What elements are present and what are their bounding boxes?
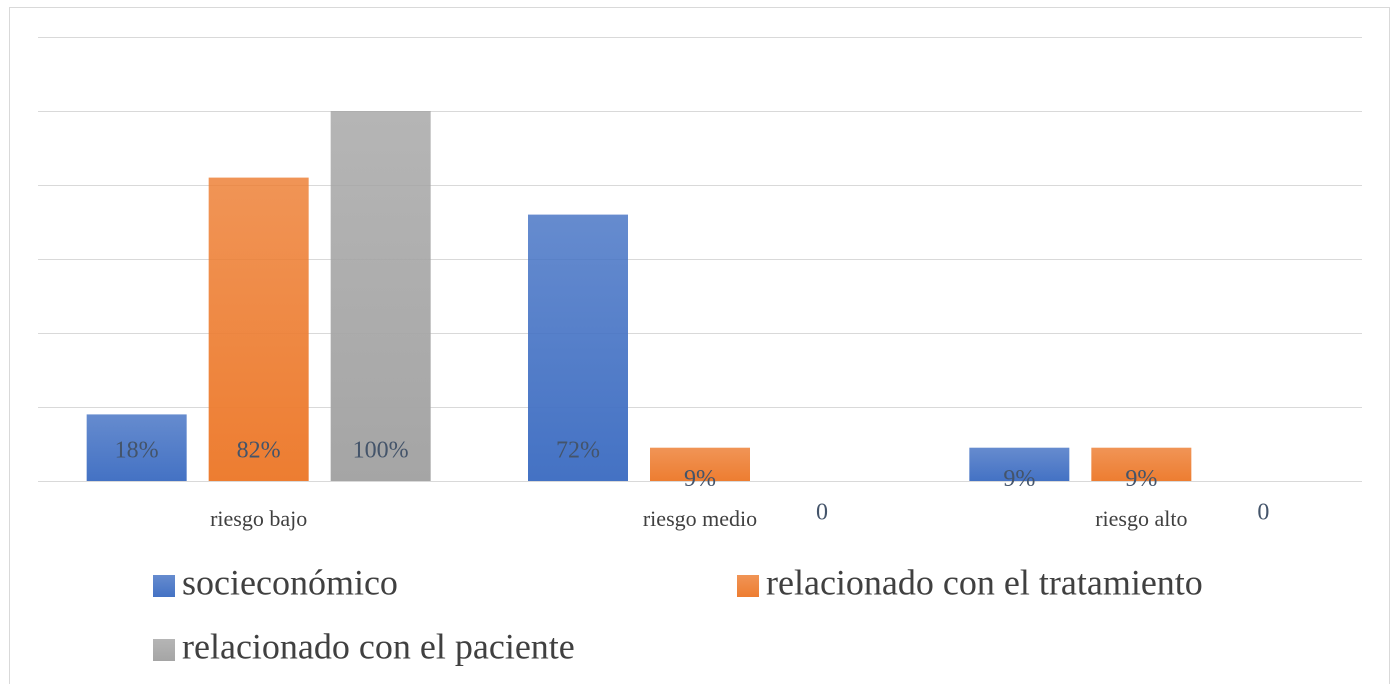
x-tick-label: riesgo alto (1095, 506, 1187, 531)
x-tick-label: riesgo bajo (210, 506, 307, 531)
legend-swatch (153, 639, 175, 661)
bar (86, 414, 187, 481)
bar (969, 447, 1070, 481)
data-label: 9% (1003, 466, 1035, 492)
data-label: 82% (237, 438, 281, 464)
bar (1091, 447, 1192, 481)
data-label: 9% (1125, 466, 1157, 492)
data-label: 100% (353, 438, 409, 464)
legend-label: relacionado con el tratamiento (766, 562, 1203, 602)
chart-frame (9, 7, 1390, 684)
data-label: 9% (684, 466, 716, 492)
data-label: 0 (1257, 500, 1269, 526)
bar (330, 111, 431, 481)
legend-swatch (153, 575, 175, 597)
bar (208, 177, 309, 481)
x-tick-label: riesgo medio (643, 506, 757, 531)
bar (650, 447, 750, 481)
legend-label: socieconómico (182, 562, 398, 602)
data-label: 0 (816, 500, 828, 526)
bar (528, 214, 628, 481)
data-label: 72% (556, 438, 600, 464)
legend-label: relacionado con el paciente (182, 626, 575, 666)
legend-swatch (737, 575, 759, 597)
data-label: 18% (115, 438, 159, 464)
